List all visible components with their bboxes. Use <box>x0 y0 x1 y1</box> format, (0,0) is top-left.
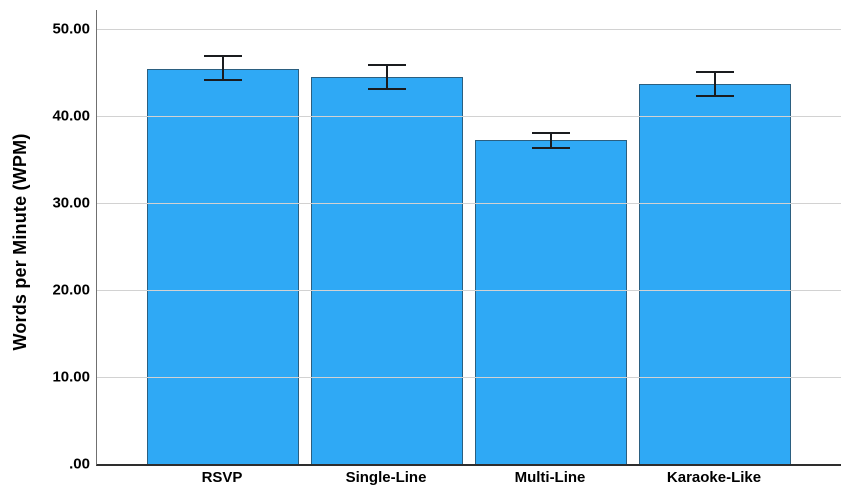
y-axis-title: Words per Minute (WPM) <box>10 133 30 351</box>
gridline <box>97 28 841 30</box>
error-bar-cap-top <box>532 131 570 134</box>
x-tick-label: RSVP <box>201 469 243 486</box>
y-tick-label: .00 <box>69 455 90 473</box>
bars-row <box>141 10 797 464</box>
error-bar-cap-top <box>368 63 406 66</box>
bar <box>475 139 627 464</box>
error-bar-cap-top <box>696 70 734 73</box>
error-bar-vline <box>222 55 224 82</box>
error-bar-cap-bottom <box>532 147 570 150</box>
gridline <box>97 376 841 378</box>
x-tick-label: Single-Line <box>345 469 427 486</box>
bar-group-karaoke-like <box>633 10 797 464</box>
bar-group-rsvp <box>141 10 305 464</box>
error-bar <box>368 63 406 91</box>
error-bar-vline <box>714 70 716 97</box>
error-bar <box>204 55 242 82</box>
x-axis-labels: RSVP Single-Line Multi-Line Karaoke-Like <box>140 469 796 486</box>
gridline <box>97 202 841 204</box>
bar <box>639 83 791 464</box>
y-tick-label: 30.00 <box>52 194 90 212</box>
error-bar-cap-bottom <box>204 79 242 82</box>
error-bar <box>696 70 734 97</box>
bar <box>147 69 299 464</box>
bar-group-single-line <box>305 10 469 464</box>
plot-area: .00 10.00 20.00 30.00 40.00 50.00 <box>52 10 841 473</box>
y-tick-label: 10.00 <box>52 368 90 386</box>
error-bar-cap-top <box>204 55 242 58</box>
error-bar-vline <box>386 63 388 91</box>
error-bar-vline <box>550 131 552 150</box>
x-tick-label: Multi-Line <box>514 469 586 486</box>
error-bar <box>532 131 570 150</box>
gridline <box>97 289 841 291</box>
error-bar-cap-bottom <box>696 94 734 97</box>
x-tick-label: Karaoke-Like <box>666 469 762 486</box>
y-tick-label: 40.00 <box>52 107 90 125</box>
gridline <box>97 115 841 117</box>
y-tick-label: 50.00 <box>52 20 90 38</box>
bar-group-multi-line <box>469 10 633 464</box>
y-tick-label: 20.00 <box>52 281 90 299</box>
bar <box>311 76 463 464</box>
error-bar-cap-bottom <box>368 88 406 91</box>
